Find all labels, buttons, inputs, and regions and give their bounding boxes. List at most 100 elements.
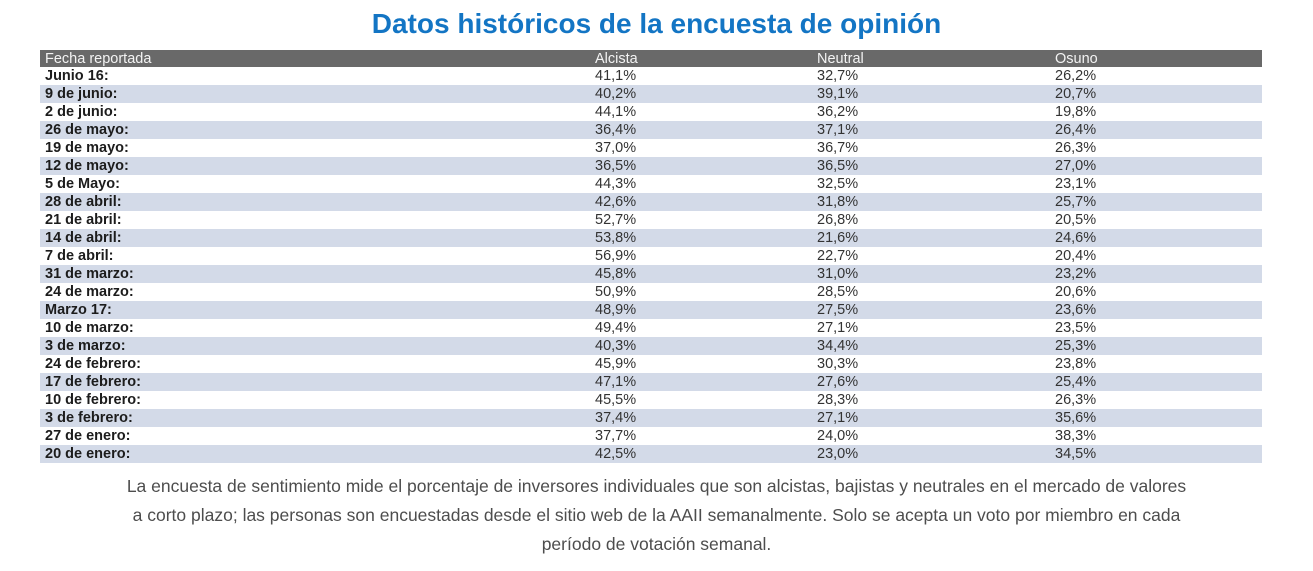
table-row: Marzo 17: 48,9% 27,5% 23,6% bbox=[40, 301, 1262, 319]
neutral-value-cell: 24,0% bbox=[817, 428, 859, 444]
osuno-value-cell: 25,7% bbox=[1055, 194, 1097, 210]
neutral-value-cell: 31,0% bbox=[817, 266, 859, 282]
osuno-value-cell: 27,0% bbox=[1055, 158, 1097, 174]
row-date-cell: 17 de febrero: bbox=[45, 374, 141, 390]
row-date-cell: 12 de mayo: bbox=[45, 158, 129, 174]
row-date-cell: 3 de febrero: bbox=[45, 410, 133, 426]
osuno-value-cell: 38,3% bbox=[1055, 428, 1097, 444]
neutral-value-cell: 23,0% bbox=[817, 446, 859, 462]
neutral-value-cell: 27,5% bbox=[817, 302, 859, 318]
alcista-value-cell: 42,5% bbox=[595, 446, 637, 462]
table-row: 31 de marzo: 45,8% 31,0% 23,2% bbox=[40, 265, 1262, 283]
osuno-value-cell: 23,5% bbox=[1055, 320, 1097, 336]
neutral-value-cell: 27,6% bbox=[817, 374, 859, 390]
neutral-value-cell: 31,8% bbox=[817, 194, 859, 210]
table-row: 24 de marzo: 50,9% 28,5% 20,6% bbox=[40, 283, 1262, 301]
alcista-value-cell: 44,3% bbox=[595, 176, 637, 192]
page-title: Datos históricos de la encuesta de opini… bbox=[371, 8, 942, 39]
survey-description-text: La encuesta de sentimiento mide el porce… bbox=[126, 476, 1187, 554]
row-date-cell: 31 de marzo: bbox=[45, 266, 134, 282]
row-date-cell: 10 de marzo: bbox=[45, 320, 134, 336]
row-date-cell: 26 de mayo: bbox=[45, 122, 129, 138]
osuno-value-cell: 35,6% bbox=[1055, 410, 1097, 426]
alcista-value-cell: 40,3% bbox=[595, 338, 637, 354]
alcista-value-cell: 53,8% bbox=[595, 230, 637, 246]
table-row: 24 de febrero: 45,9% 30,3% 23,8% bbox=[40, 355, 1262, 373]
neutral-value-cell: 26,8% bbox=[817, 212, 859, 228]
neutral-value-cell: 27,1% bbox=[817, 410, 859, 426]
neutral-value-cell: 36,2% bbox=[817, 104, 859, 120]
table-row: 12 de mayo: 36,5% 36,5% 27,0% bbox=[40, 157, 1262, 175]
column-header-alcista: Alcista bbox=[590, 50, 812, 67]
table-row: 10 de febrero: 45,5% 28,3% 26,3% bbox=[40, 391, 1262, 409]
osuno-value-cell: 20,6% bbox=[1055, 284, 1097, 300]
alcista-value-cell: 48,9% bbox=[595, 302, 637, 318]
alcista-value-cell: 36,5% bbox=[595, 158, 637, 174]
osuno-value-cell: 23,8% bbox=[1055, 356, 1097, 372]
osuno-value-cell: 23,6% bbox=[1055, 302, 1097, 318]
row-date-cell: 24 de marzo: bbox=[45, 284, 134, 300]
table-row: 2 de junio: 44,1% 36,2% 19,8% bbox=[40, 103, 1262, 121]
table-row: 3 de febrero: 37,4% 27,1% 35,6% bbox=[40, 409, 1262, 427]
table-row: 10 de marzo: 49,4% 27,1% 23,5% bbox=[40, 319, 1262, 337]
neutral-value-cell: 27,1% bbox=[817, 320, 859, 336]
neutral-value-cell: 39,1% bbox=[817, 86, 859, 102]
alcista-value-cell: 44,1% bbox=[595, 104, 637, 120]
osuno-value-cell: 26,2% bbox=[1055, 68, 1097, 84]
osuno-value-cell: 20,4% bbox=[1055, 248, 1097, 264]
alcista-value-cell: 42,6% bbox=[595, 194, 637, 210]
row-date-cell: 20 de enero: bbox=[45, 446, 131, 462]
osuno-value-cell: 23,1% bbox=[1055, 176, 1097, 192]
alcista-value-cell: 45,9% bbox=[595, 356, 637, 372]
osuno-value-cell: 26,3% bbox=[1055, 392, 1097, 408]
table-row: 3 de marzo: 40,3% 34,4% 25,3% bbox=[40, 337, 1262, 355]
table-row: 26 de mayo: 36,4% 37,1% 26,4% bbox=[40, 121, 1262, 139]
alcista-value-cell: 45,8% bbox=[595, 266, 637, 282]
table-row: 9 de junio: 40,2% 39,1% 20,7% bbox=[40, 85, 1262, 103]
row-date-cell: 5 de Mayo: bbox=[45, 176, 120, 192]
row-date-cell: Marzo 17: bbox=[45, 302, 112, 318]
alcista-value-cell: 37,7% bbox=[595, 428, 637, 444]
neutral-value-cell: 21,6% bbox=[817, 230, 859, 246]
osuno-value-cell: 24,6% bbox=[1055, 230, 1097, 246]
osuno-value-cell: 25,4% bbox=[1055, 374, 1097, 390]
column-header-neutral: Neutral bbox=[812, 50, 1050, 67]
table-row: 5 de Mayo: 44,3% 32,5% 23,1% bbox=[40, 175, 1262, 193]
neutral-value-cell: 32,5% bbox=[817, 176, 859, 192]
neutral-value-cell: 30,3% bbox=[817, 356, 859, 372]
column-header-osuno: Osuno bbox=[1050, 50, 1262, 67]
row-date-cell: 28 de abril: bbox=[45, 194, 122, 210]
neutral-value-cell: 22,7% bbox=[817, 248, 859, 264]
table-row: 20 de enero: 42,5% 23,0% 34,5% bbox=[40, 445, 1262, 463]
table-row: Junio 16: 41,1% 32,7% 26,2% bbox=[40, 67, 1262, 85]
alcista-value-cell: 37,0% bbox=[595, 140, 637, 156]
row-date-cell: 27 de enero: bbox=[45, 428, 131, 444]
table-row: 7 de abril: 56,9% 22,7% 20,4% bbox=[40, 247, 1262, 265]
alcista-value-cell: 37,4% bbox=[595, 410, 637, 426]
alcista-value-cell: 40,2% bbox=[595, 86, 637, 102]
column-header-fecha-reportada: Fecha reportada bbox=[40, 50, 590, 67]
neutral-value-cell: 34,4% bbox=[817, 338, 859, 354]
table-row: 17 de febrero: 47,1% 27,6% 25,4% bbox=[40, 373, 1262, 391]
osuno-value-cell: 23,2% bbox=[1055, 266, 1097, 282]
alcista-value-cell: 49,4% bbox=[595, 320, 637, 336]
row-date-cell: 14 de abril: bbox=[45, 230, 122, 246]
alcista-value-cell: 52,7% bbox=[595, 212, 637, 228]
neutral-value-cell: 28,3% bbox=[817, 392, 859, 408]
osuno-value-cell: 26,3% bbox=[1055, 140, 1097, 156]
row-date-cell: Junio 16: bbox=[45, 68, 109, 84]
alcista-value-cell: 45,5% bbox=[595, 392, 637, 408]
neutral-value-cell: 36,5% bbox=[817, 158, 859, 174]
row-date-cell: 2 de junio: bbox=[45, 104, 118, 120]
alcista-value-cell: 36,4% bbox=[595, 122, 637, 138]
row-date-cell: 21 de abril: bbox=[45, 212, 122, 228]
table-row: 27 de enero: 37,7% 24,0% 38,3% bbox=[40, 427, 1262, 445]
row-date-cell: 7 de abril: bbox=[45, 248, 114, 264]
osuno-value-cell: 20,7% bbox=[1055, 86, 1097, 102]
osuno-value-cell: 25,3% bbox=[1055, 338, 1097, 354]
alcista-value-cell: 50,9% bbox=[595, 284, 637, 300]
sentiment-history-table: Fecha reportada Alcista Neutral Osuno Ju… bbox=[40, 50, 1262, 463]
osuno-value-cell: 20,5% bbox=[1055, 212, 1097, 228]
table-row: 14 de abril: 53,8% 21,6% 24,6% bbox=[40, 229, 1262, 247]
neutral-value-cell: 32,7% bbox=[817, 68, 859, 84]
